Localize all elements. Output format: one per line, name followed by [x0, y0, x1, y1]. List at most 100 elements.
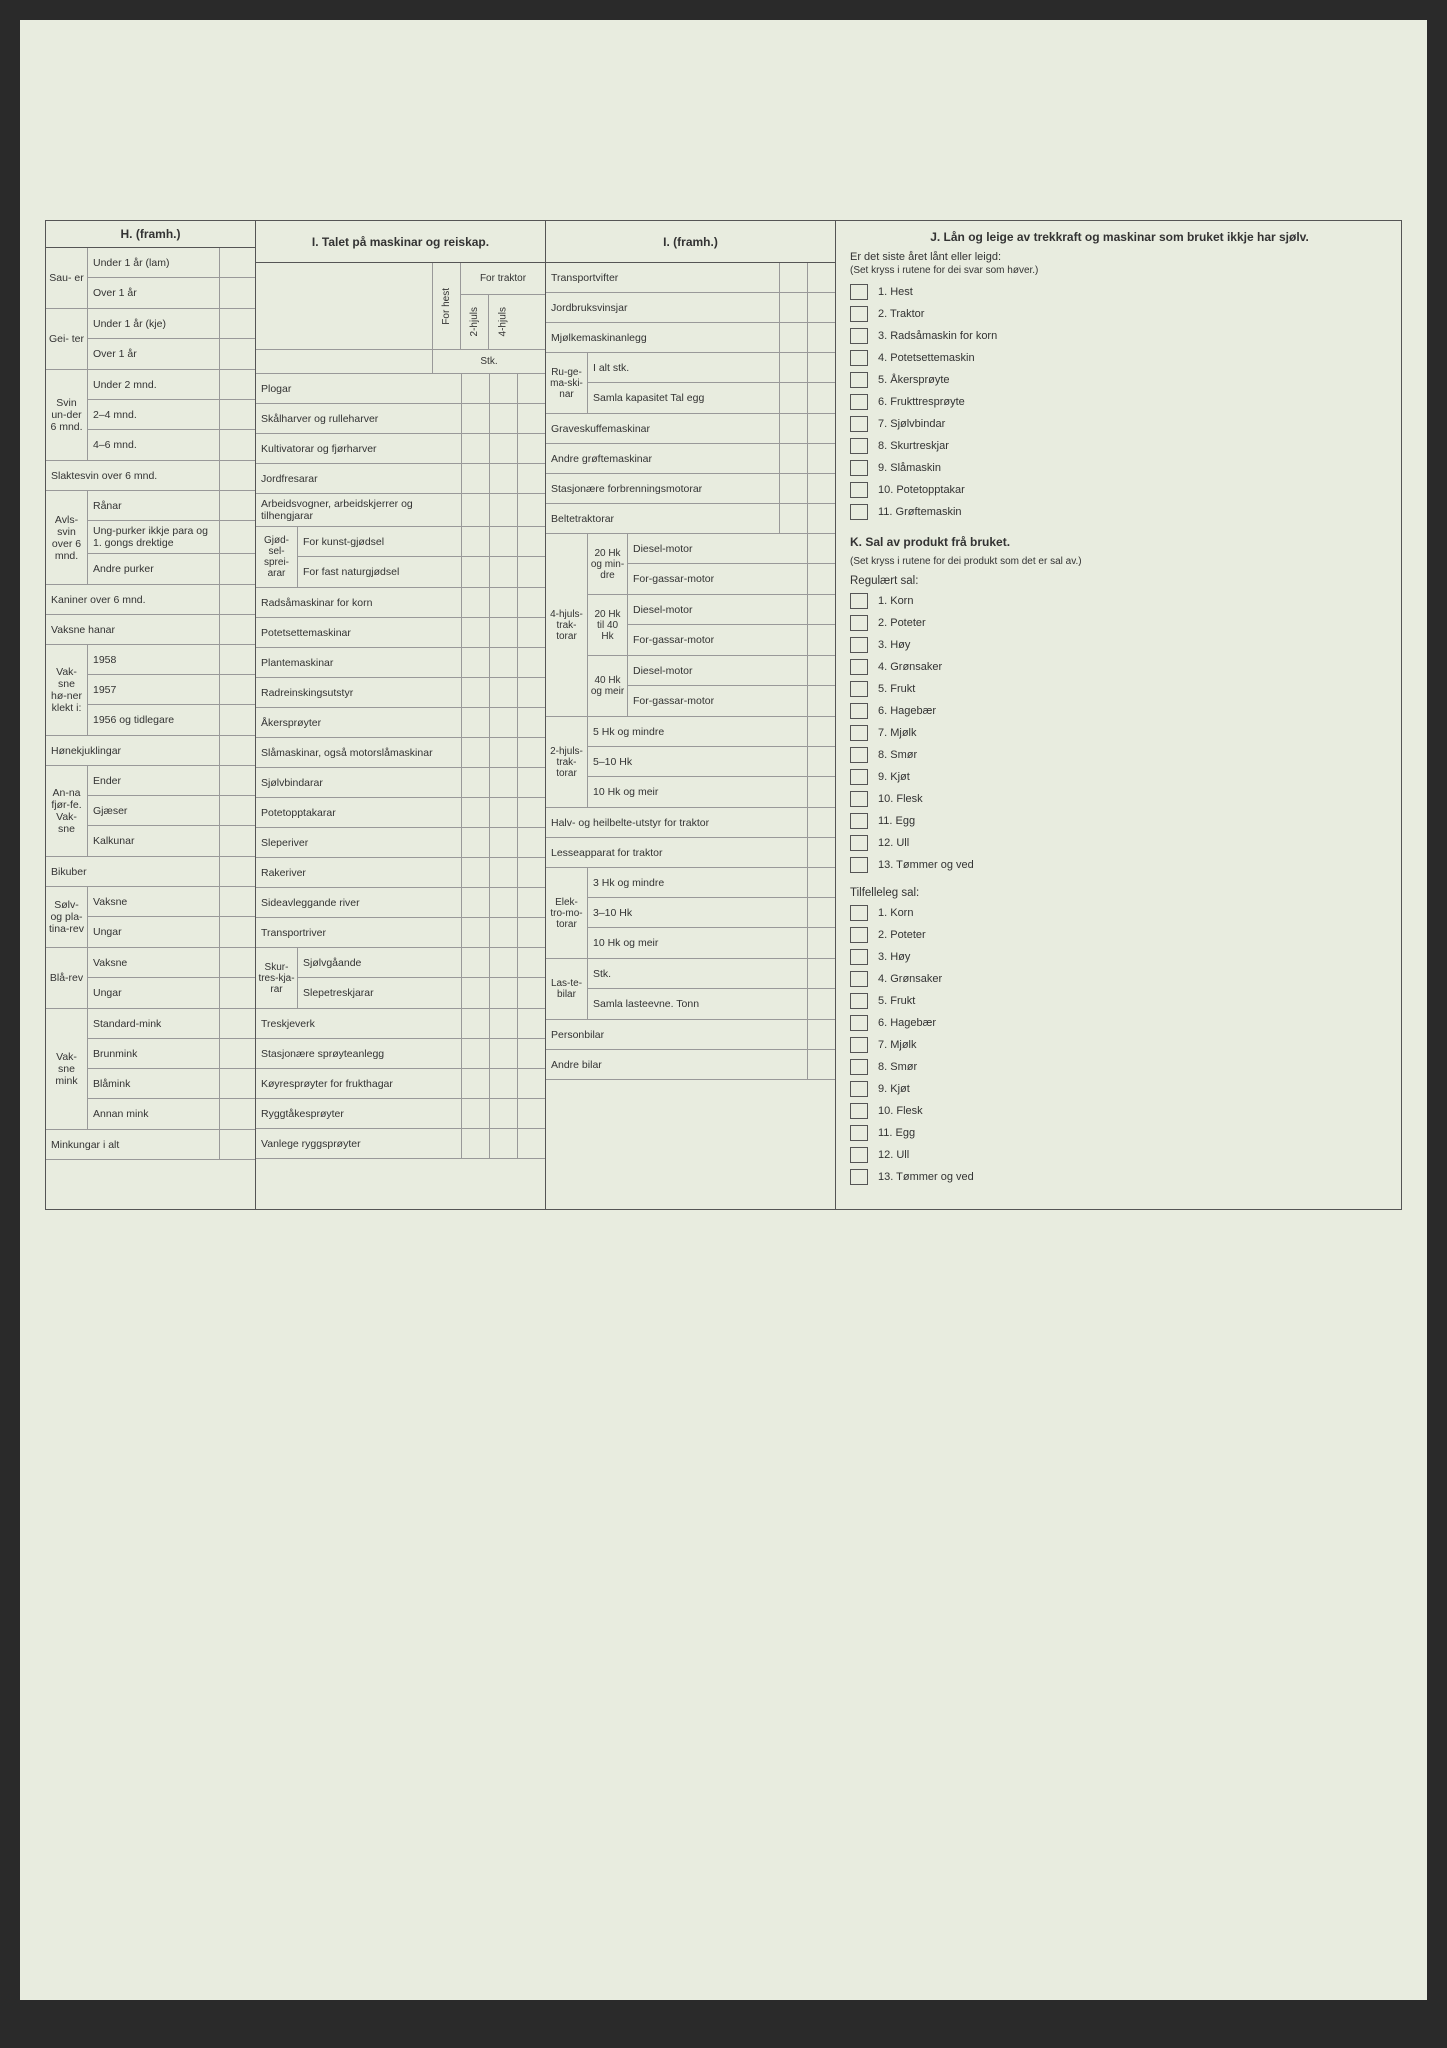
i2-row-value[interactable]: [779, 444, 807, 473]
h-row-value[interactable]: [219, 796, 255, 825]
h-row-value[interactable]: [219, 1009, 255, 1038]
i1-row-value[interactable]: [461, 1069, 489, 1098]
h-row-value[interactable]: [219, 978, 255, 1008]
i1-row-value[interactable]: [517, 1009, 545, 1038]
i2-row-value[interactable]: [807, 1020, 835, 1049]
i1-row-value[interactable]: [461, 494, 489, 526]
i2-sub-value[interactable]: [807, 353, 835, 382]
i1-row-value[interactable]: [517, 374, 545, 403]
i1-row-value[interactable]: [489, 588, 517, 617]
i1-row-value[interactable]: [461, 434, 489, 463]
i2-row-value[interactable]: [779, 263, 807, 292]
i1-row-value[interactable]: [461, 858, 489, 887]
i1-row-value[interactable]: [489, 648, 517, 677]
h-row-value[interactable]: [219, 645, 255, 674]
i1-row-value[interactable]: [517, 618, 545, 647]
i1-row-value[interactable]: [461, 618, 489, 647]
checkbox[interactable]: [850, 306, 868, 322]
i1-row-value[interactable]: [489, 1009, 517, 1038]
i1-row-value[interactable]: [517, 738, 545, 767]
i2-row-value[interactable]: [779, 504, 807, 533]
i1-sub-value[interactable]: [461, 527, 489, 556]
i1-row-value[interactable]: [517, 494, 545, 526]
i1-row-value[interactable]: [461, 708, 489, 737]
i1-sub-value[interactable]: [517, 978, 545, 1008]
checkbox[interactable]: [850, 328, 868, 344]
checkbox[interactable]: [850, 1037, 868, 1053]
checkbox[interactable]: [850, 927, 868, 943]
i1-row-value[interactable]: [489, 888, 517, 917]
checkbox[interactable]: [850, 637, 868, 653]
checkbox[interactable]: [850, 438, 868, 454]
i1-row-value[interactable]: [517, 404, 545, 433]
i1-row-value[interactable]: [489, 708, 517, 737]
checkbox[interactable]: [850, 769, 868, 785]
h-row-value[interactable]: [219, 554, 255, 584]
checkbox[interactable]: [850, 835, 868, 851]
i2-sub-value[interactable]: [779, 383, 807, 413]
i2-row-value[interactable]: [779, 293, 807, 322]
i1-sub-value[interactable]: [461, 948, 489, 977]
i1-row-value[interactable]: [517, 464, 545, 493]
checkbox[interactable]: [850, 857, 868, 873]
i2-motor-value[interactable]: [807, 564, 835, 594]
i1-row-value[interactable]: [517, 434, 545, 463]
i1-row-value[interactable]: [489, 1099, 517, 1128]
i2-row-value[interactable]: [807, 474, 835, 503]
i1-row-value[interactable]: [489, 858, 517, 887]
i1-row-value[interactable]: [517, 918, 545, 947]
i2-sub-value[interactable]: [807, 868, 835, 897]
h-row-value[interactable]: [219, 491, 255, 520]
i2-sub-value[interactable]: [779, 353, 807, 382]
i1-row-value[interactable]: [489, 404, 517, 433]
i1-row-value[interactable]: [489, 918, 517, 947]
i2-motor-value[interactable]: [807, 534, 835, 563]
i1-row-value[interactable]: [517, 798, 545, 827]
i1-sub-value[interactable]: [517, 948, 545, 977]
checkbox[interactable]: [850, 725, 868, 741]
i1-row-value[interactable]: [517, 1129, 545, 1158]
i2-sub-value[interactable]: [807, 989, 835, 1019]
h-row-value[interactable]: [219, 248, 255, 277]
checkbox[interactable]: [850, 350, 868, 366]
checkbox[interactable]: [850, 1169, 868, 1185]
i2-sub-value[interactable]: [807, 383, 835, 413]
h-row-value[interactable]: [219, 1099, 255, 1129]
i2-sub-value[interactable]: [807, 898, 835, 927]
i1-row-value[interactable]: [517, 708, 545, 737]
checkbox[interactable]: [850, 905, 868, 921]
i1-row-value[interactable]: [489, 1039, 517, 1068]
h-row-value[interactable]: [219, 339, 255, 369]
checkbox[interactable]: [850, 1125, 868, 1141]
h-single-value[interactable]: [219, 736, 255, 765]
checkbox[interactable]: [850, 1147, 868, 1163]
checkbox[interactable]: [850, 394, 868, 410]
h-row-value[interactable]: [219, 1069, 255, 1098]
i1-sub-value[interactable]: [489, 527, 517, 556]
i1-row-value[interactable]: [461, 588, 489, 617]
i2-row-value[interactable]: [779, 323, 807, 352]
checkbox[interactable]: [850, 460, 868, 476]
i2-motor-value[interactable]: [807, 595, 835, 624]
i1-row-value[interactable]: [489, 464, 517, 493]
i2-row-value[interactable]: [807, 263, 835, 292]
i1-sub-value[interactable]: [517, 557, 545, 587]
h-row-value[interactable]: [219, 948, 255, 977]
i1-row-value[interactable]: [489, 618, 517, 647]
checkbox[interactable]: [850, 791, 868, 807]
i1-row-value[interactable]: [461, 768, 489, 797]
i1-row-value[interactable]: [489, 828, 517, 857]
checkbox[interactable]: [850, 615, 868, 631]
i1-row-value[interactable]: [461, 374, 489, 403]
checkbox[interactable]: [850, 993, 868, 1009]
i1-row-value[interactable]: [461, 888, 489, 917]
i1-row-value[interactable]: [489, 434, 517, 463]
i2-row-value[interactable]: [807, 808, 835, 837]
i1-sub-value[interactable]: [489, 557, 517, 587]
h-row-value[interactable]: [219, 430, 255, 460]
h-row-value[interactable]: [219, 917, 255, 947]
checkbox[interactable]: [850, 1059, 868, 1075]
i1-sub-value[interactable]: [461, 557, 489, 587]
i2-row-value[interactable]: [779, 414, 807, 443]
i1-row-value[interactable]: [461, 1039, 489, 1068]
